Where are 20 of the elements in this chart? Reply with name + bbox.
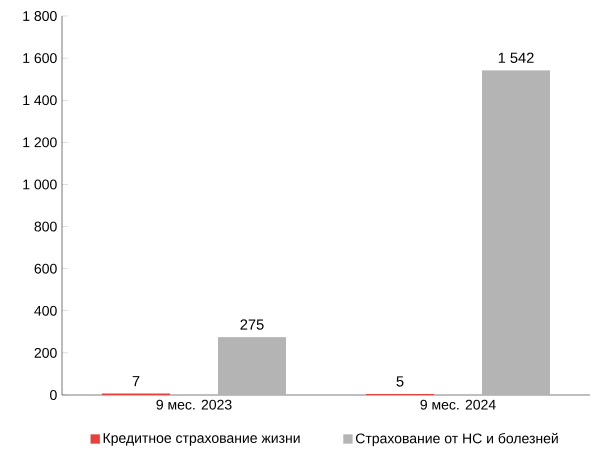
data-label: 5 (396, 376, 404, 387)
bar (218, 337, 286, 395)
x-tick-label: 9 мес. 2024 (420, 400, 496, 410)
y-tick-label: 1 600 (23, 53, 57, 64)
y-tick-label: 600 (34, 264, 57, 274)
y-tick-label: 1 000 (23, 180, 57, 190)
y-tick-label: 200 (34, 348, 57, 358)
data-label: 275 (240, 319, 264, 330)
y-tick-label: 0 (50, 390, 57, 400)
bar (482, 70, 550, 395)
data-label: 7 (132, 376, 140, 386)
data-label: 1 542 (498, 52, 534, 63)
y-tick-label: 400 (34, 306, 57, 316)
legend-label: Кредитное страхование жизни (104, 433, 300, 446)
y-tick-label: 1 800 (23, 11, 57, 21)
y-tick-label: 1 400 (23, 95, 57, 106)
y-tick-label: 1 200 (23, 137, 57, 148)
x-tick-label: 9 мес. 2023 (156, 400, 232, 410)
y-tick-label: 800 (34, 222, 57, 232)
legend-label: Страхование от НС и болезней (356, 432, 558, 446)
